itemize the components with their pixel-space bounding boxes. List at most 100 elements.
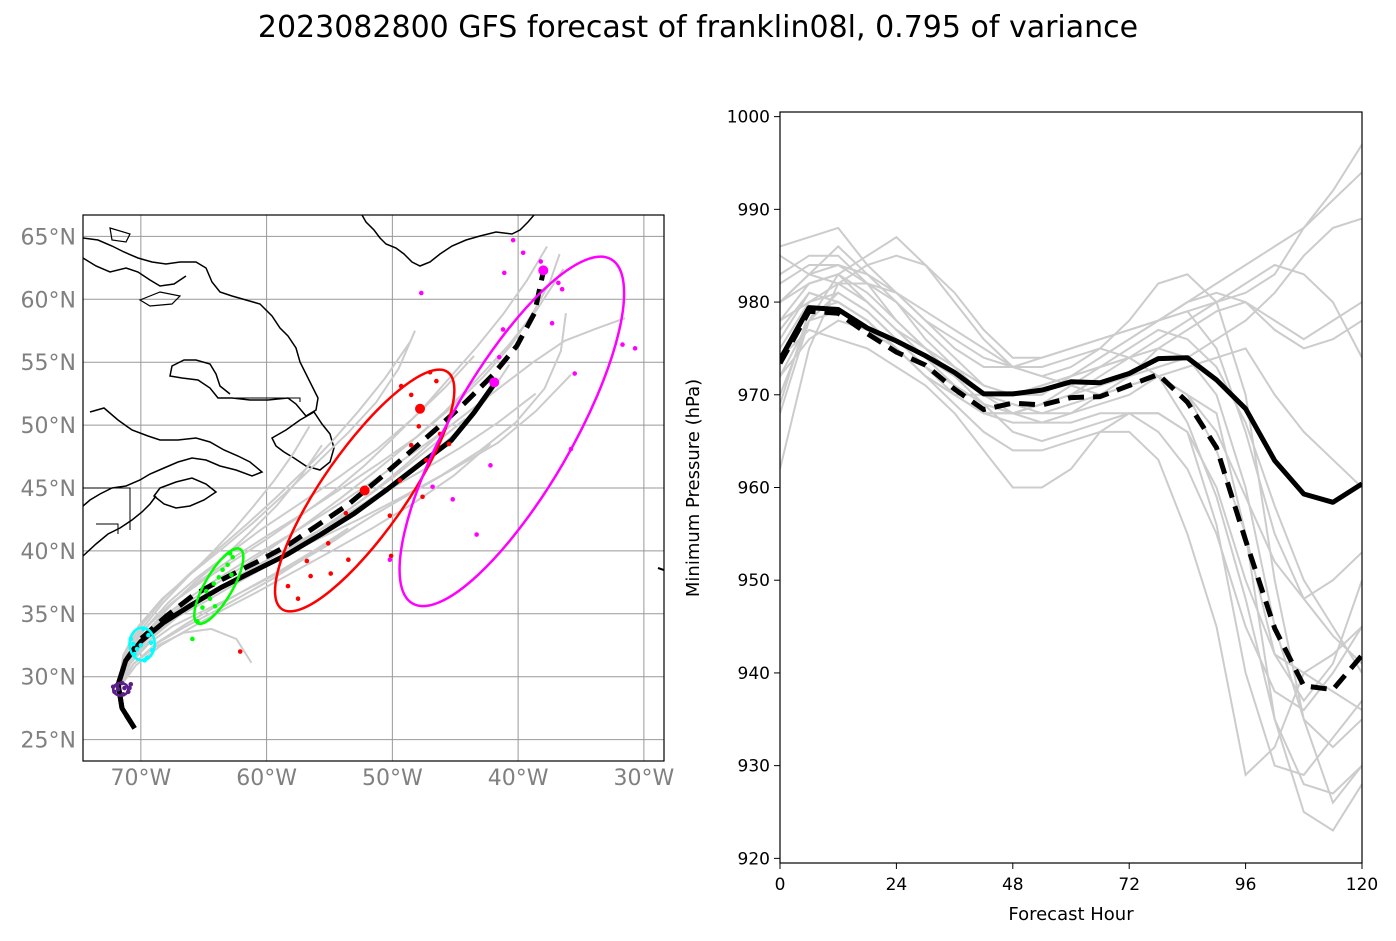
member-position-h72 xyxy=(285,583,291,589)
member-position-h72 xyxy=(308,573,313,579)
nova-scotia-coast xyxy=(152,477,218,509)
map-y-tick-label: 30°N xyxy=(21,666,76,691)
pressure-frame xyxy=(779,111,1363,864)
member-position-h48 xyxy=(230,554,235,560)
member-position-h72 xyxy=(346,557,351,563)
x-tick-label: 48 xyxy=(1002,875,1024,895)
x-tick-label: 120 xyxy=(1346,875,1378,895)
y-tick-label: 930 xyxy=(738,757,770,777)
member-position-h96 xyxy=(387,557,393,563)
member-position-h72 xyxy=(362,488,367,493)
x-tick-label: 24 xyxy=(886,875,908,895)
member-pressure-line xyxy=(780,273,1362,415)
member-pressure-line xyxy=(780,217,1362,415)
y-tick-label: 1000 xyxy=(727,108,770,128)
member-position-h48 xyxy=(216,575,222,580)
y-tick-label: 950 xyxy=(738,571,770,591)
member-position-h96 xyxy=(501,270,507,276)
quebec-labrador-border xyxy=(222,397,301,402)
state-border xyxy=(96,523,119,534)
member-position-h72 xyxy=(328,571,334,576)
member-position-h72 xyxy=(408,392,414,398)
member-position-h48 xyxy=(220,567,225,573)
member-pressure-line xyxy=(780,328,1362,711)
map-coastlines xyxy=(83,215,664,571)
lake-shape xyxy=(109,227,131,243)
map-x-tick-label: 50°W xyxy=(362,766,423,791)
pressure-member-lines xyxy=(780,143,1362,832)
member-position-h96 xyxy=(418,290,424,296)
member-position-h24 xyxy=(138,642,144,648)
member-position-h96 xyxy=(500,327,506,332)
y-tick-label: 970 xyxy=(738,386,770,406)
y-axis-label: Minimum Pressure (hPa) xyxy=(683,379,704,597)
mean-pressure-solid xyxy=(780,305,1362,505)
new-england-coast xyxy=(83,495,157,557)
member-position-h72 xyxy=(295,596,301,602)
figure-title: 2023082800 GFS forecast of franklin08l, … xyxy=(257,10,1139,45)
map-y-tick-labels: 25°N 30°N 35°N 40°N 45°N 50°N 55°N 60°N 65°N xyxy=(21,225,76,753)
map-x-tick-label: 60°W xyxy=(236,766,297,791)
map-x-tick-label: 70°W xyxy=(110,766,171,791)
y-tick-label: 940 xyxy=(738,664,770,684)
member-position-h96 xyxy=(540,268,546,273)
map-frame xyxy=(82,214,665,762)
member-position-h0 xyxy=(110,684,116,690)
mean-track-dashed xyxy=(115,271,546,730)
lake-shape xyxy=(138,291,182,307)
member-track xyxy=(117,330,416,690)
member-position-h96 xyxy=(549,320,555,326)
member-position-h0 xyxy=(112,689,117,695)
pressure-mean-lines xyxy=(780,305,1362,693)
member-pressure-line xyxy=(780,319,1362,703)
member-position-h24 xyxy=(131,641,136,647)
member-track xyxy=(117,341,411,690)
map-x-tick-label: 40°W xyxy=(488,766,549,791)
member-position-h72 xyxy=(387,513,393,518)
y-tick-label: 960 xyxy=(738,479,770,499)
member-pressure-line xyxy=(780,282,1362,832)
mean-pressure-dashed xyxy=(780,308,1362,693)
x-tick-label: 72 xyxy=(1118,875,1140,895)
member-position-h0 xyxy=(125,689,131,695)
member-position-h96 xyxy=(572,371,578,376)
member-track xyxy=(117,425,311,690)
us-canada-border xyxy=(83,487,131,530)
y-tick-label: 980 xyxy=(738,293,770,313)
map-y-tick-label: 50°N xyxy=(21,414,76,439)
x-tick-label: 0 xyxy=(775,875,786,895)
member-position-h48 xyxy=(203,588,209,594)
member-position-h0 xyxy=(122,685,127,691)
member-position-h0 xyxy=(120,692,126,697)
member-position-h48 xyxy=(195,619,200,624)
member-position-h48 xyxy=(225,562,230,568)
member-position-h24 xyxy=(146,632,151,638)
member-position-h72 xyxy=(237,649,243,654)
member-position-h72 xyxy=(398,383,404,389)
spread-ellipse-h72 xyxy=(273,368,456,613)
member-position-h24 xyxy=(149,647,155,653)
member-position-h72 xyxy=(304,558,310,564)
member-position-h96 xyxy=(559,286,565,292)
member-position-h0 xyxy=(114,683,120,688)
member-position-h96 xyxy=(510,237,516,243)
member-position-h0 xyxy=(128,681,134,687)
map-x-tick-labels: 70°W 60°W 50°W 40°W 30°W xyxy=(110,766,674,791)
map-y-tick-label: 55°N xyxy=(21,351,76,376)
member-position-h96 xyxy=(450,497,456,502)
member-position-h72 xyxy=(343,510,349,516)
member-position-h48 xyxy=(227,551,233,556)
member-position-h96 xyxy=(430,484,435,490)
member-position-h96 xyxy=(520,250,526,256)
track-map-panel: 70°W 60°W 50°W 40°W 30°W 25°N 30°N 35°N 40°N 45°… xyxy=(21,214,674,791)
spread-ellipse-h96 xyxy=(398,255,626,608)
member-position-h24 xyxy=(141,626,146,632)
member-position-h0 xyxy=(119,680,125,686)
island-shape xyxy=(657,567,664,571)
newfoundland-coast xyxy=(271,411,335,471)
map-y-tick-label: 45°N xyxy=(21,477,76,502)
member-position-h48 xyxy=(229,572,234,578)
hudson-strait-coast xyxy=(83,257,187,287)
member-position-h96 xyxy=(632,346,638,351)
